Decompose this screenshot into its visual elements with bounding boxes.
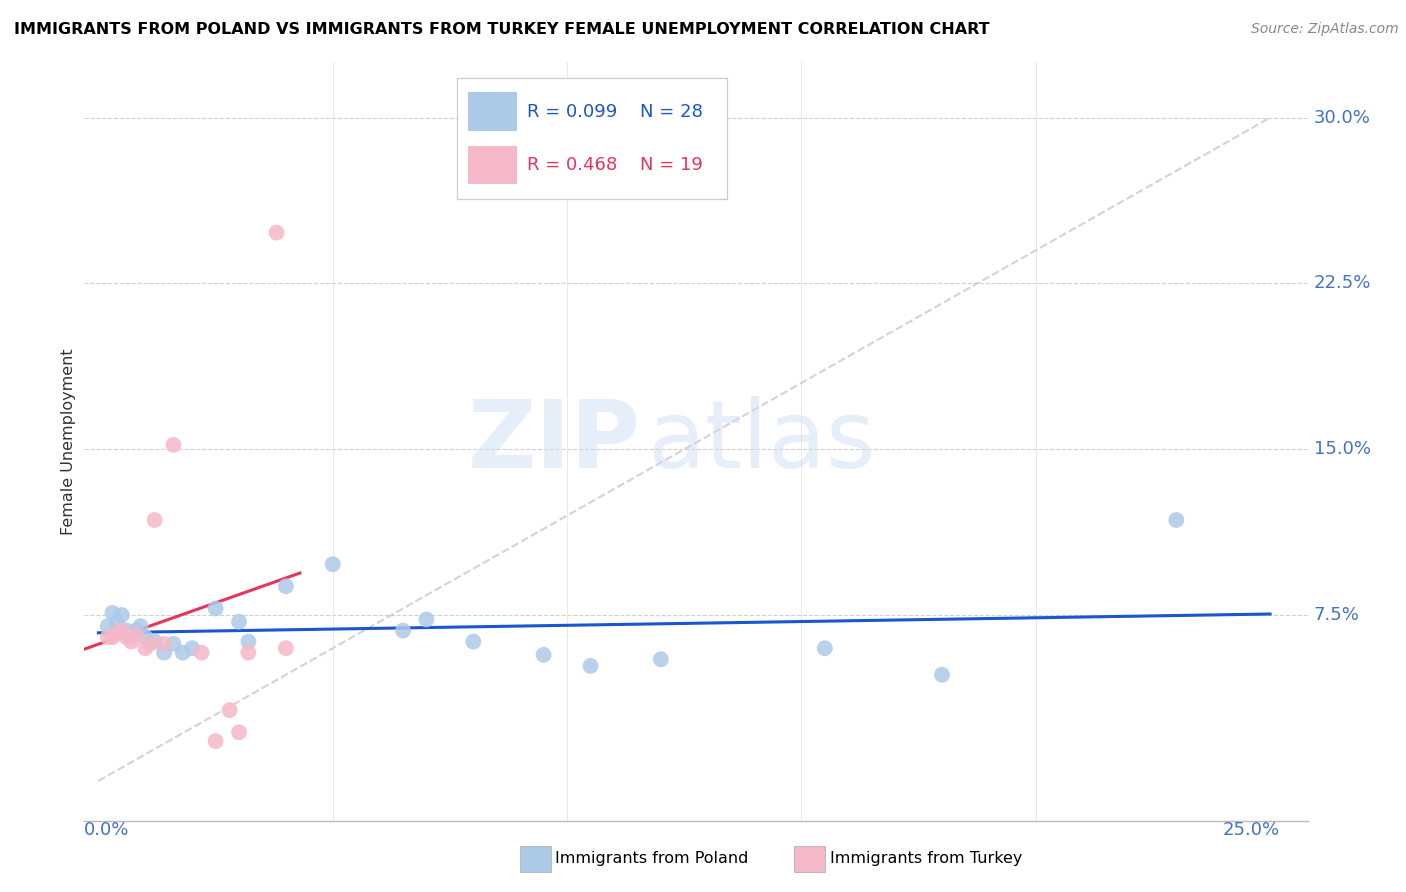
Point [650, 652, 672, 666]
Point [115, 630, 138, 644]
Point [162, 637, 184, 651]
Point [266, 226, 288, 240]
Point [101, 630, 124, 644]
Point [204, 734, 226, 748]
Point [228, 725, 250, 739]
Text: 30.0%: 30.0% [1313, 109, 1371, 127]
Point [172, 646, 194, 660]
Point [125, 628, 148, 642]
Text: 25.0%: 25.0% [1222, 821, 1279, 838]
Point [190, 646, 212, 660]
Point [139, 637, 162, 651]
Point [143, 634, 166, 648]
Point [105, 615, 128, 629]
Point [579, 659, 602, 673]
Point [153, 646, 176, 660]
Point [111, 608, 134, 623]
Point [115, 624, 138, 638]
Text: ZIP: ZIP [468, 395, 641, 488]
Point [181, 641, 204, 656]
Point [392, 624, 415, 638]
Point [322, 558, 344, 572]
Text: Immigrants from Poland: Immigrants from Poland [555, 852, 749, 866]
Point [415, 612, 437, 626]
Point [125, 624, 148, 638]
Point [111, 624, 134, 638]
Point [1166, 513, 1188, 527]
Point [238, 646, 260, 660]
Text: atlas: atlas [647, 395, 876, 488]
Point [101, 606, 124, 620]
Point [274, 641, 297, 656]
Text: 22.5%: 22.5% [1313, 275, 1371, 293]
Text: 7.5%: 7.5% [1313, 606, 1360, 624]
Point [105, 625, 128, 640]
Point [97, 630, 120, 644]
Point [238, 634, 260, 648]
Point [228, 615, 250, 629]
Point [120, 634, 142, 648]
Point [463, 634, 485, 648]
Text: 15.0%: 15.0% [1313, 441, 1371, 458]
Point [218, 703, 240, 717]
Point [931, 667, 953, 681]
Text: Immigrants from Turkey: Immigrants from Turkey [830, 852, 1022, 866]
Point [204, 601, 226, 615]
Point [814, 641, 837, 656]
Point [143, 513, 166, 527]
Point [274, 579, 297, 593]
Point [97, 619, 120, 633]
Text: IMMIGRANTS FROM POLAND VS IMMIGRANTS FROM TURKEY FEMALE UNEMPLOYMENT CORRELATION: IMMIGRANTS FROM POLAND VS IMMIGRANTS FRO… [14, 22, 990, 37]
Point [162, 438, 184, 452]
Text: 0.0%: 0.0% [84, 821, 129, 838]
Text: Source: ZipAtlas.com: Source: ZipAtlas.com [1251, 22, 1399, 37]
Point [134, 641, 156, 656]
Point [533, 648, 555, 662]
Point [129, 619, 152, 633]
Point [120, 630, 142, 644]
Point [153, 637, 176, 651]
Y-axis label: Female Unemployment: Female Unemployment [60, 348, 76, 535]
Point [134, 630, 156, 644]
